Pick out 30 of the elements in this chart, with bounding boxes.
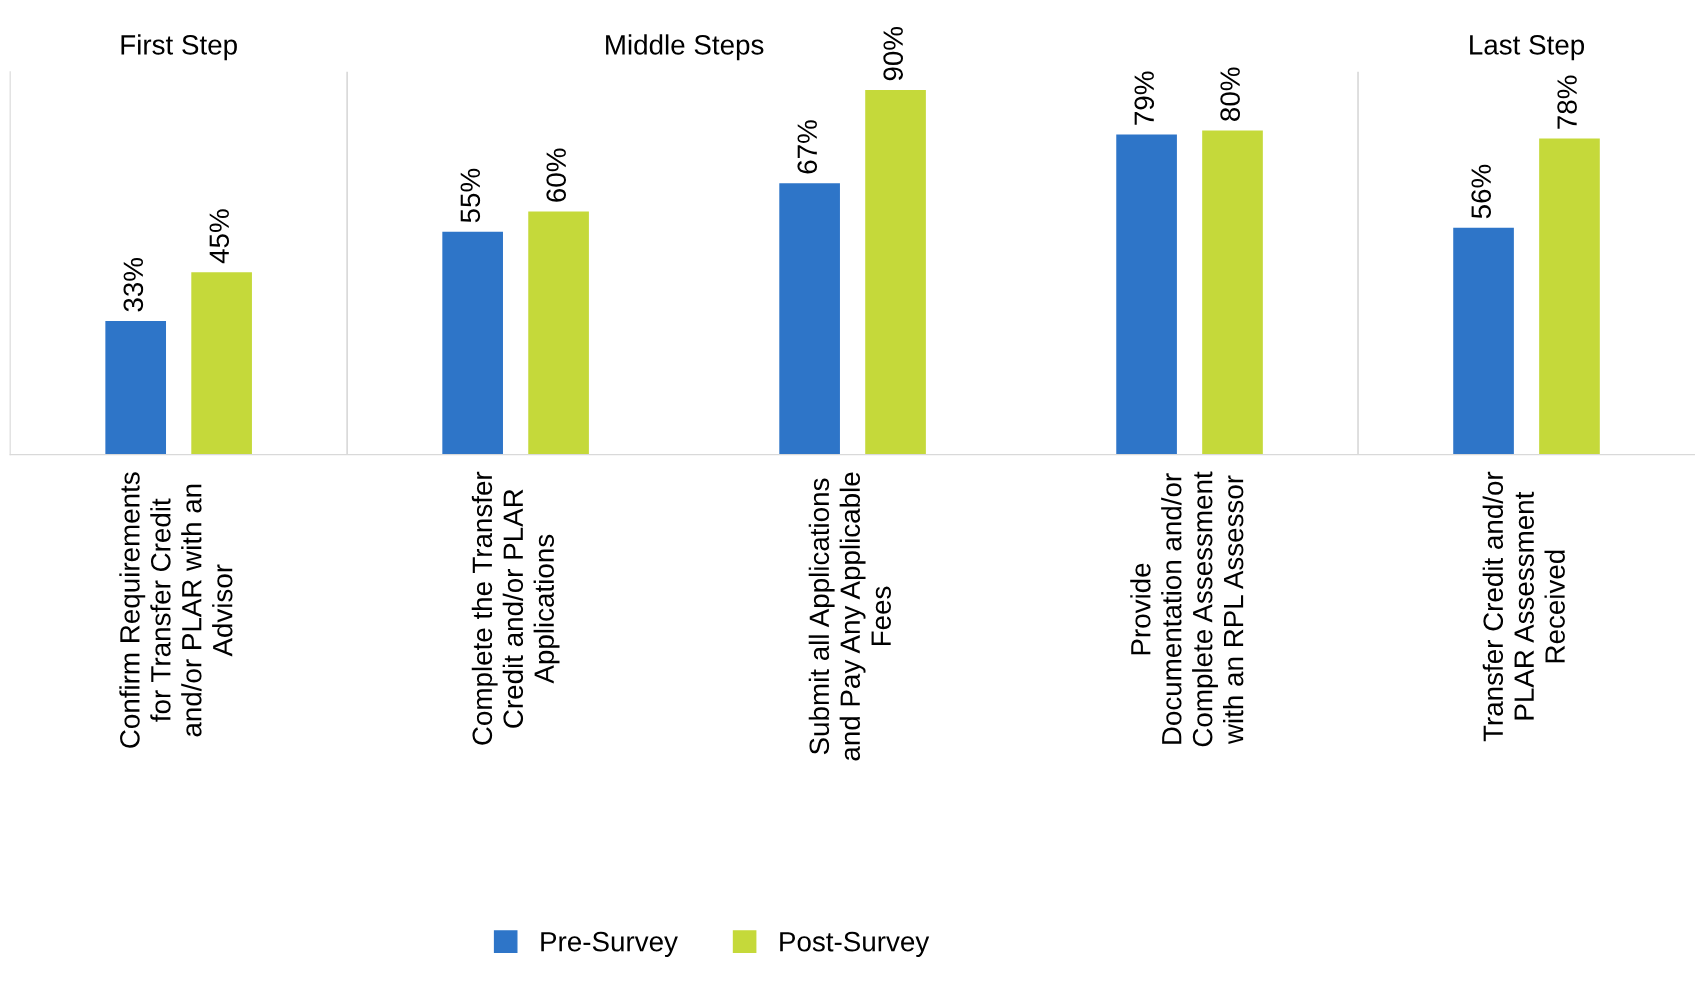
bar	[1453, 227, 1514, 455]
bar	[1116, 134, 1177, 455]
text: First Step	[121, 34, 237, 61]
bar	[105, 320, 167, 455]
bar	[442, 231, 503, 455]
bar	[191, 272, 252, 455]
text: Middle Steps	[606, 34, 764, 61]
data-label: 90%	[883, 26, 903, 81]
data-label: 67%	[797, 120, 818, 174]
x-tick-label: Confirm Requirements for Transfer Credit and/or PLAR with an Advisor	[119, 472, 233, 748]
data-label: 78%	[1557, 75, 1577, 129]
text: Last Step	[1470, 35, 1585, 61]
data-label: 33%	[123, 257, 144, 312]
legend-label: Pre-Survey	[541, 931, 678, 957]
data-label: 80%	[1220, 67, 1240, 121]
x-tick-label: Transfer Credit and/or PLAR Assessment Received	[1482, 471, 1565, 742]
bar	[865, 89, 926, 455]
data-label: 45%	[209, 209, 230, 264]
data-label: 55%	[460, 168, 481, 223]
x-tick-label: Complete the Transfer Credit and/or PLAR Applications	[471, 471, 560, 745]
x-tick-label: Provide Documentation and/or Complete Assessment with an RPL Assessor	[1130, 471, 1244, 747]
data-label: 56%	[1471, 164, 1492, 219]
bar	[1202, 130, 1263, 455]
bar	[1539, 138, 1600, 455]
data-label: 60%	[546, 148, 567, 202]
data-label: 79%	[1134, 71, 1155, 125]
x-tick-label: Submit all Applications and Pay Any Applicable Fees	[808, 472, 891, 761]
bar	[528, 211, 589, 455]
legend-label: Post-Survey	[780, 931, 930, 957]
bar	[779, 183, 840, 455]
